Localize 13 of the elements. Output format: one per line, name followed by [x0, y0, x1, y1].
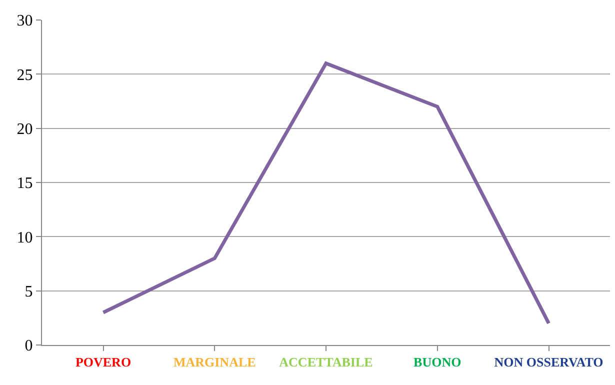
y-tick-label: 30 [16, 12, 33, 30]
y-tick-label: 0 [24, 338, 33, 355]
x-tick-label: NON OSSERVATO [494, 354, 604, 370]
y-tick-label: 15 [16, 175, 33, 192]
line-series [102, 62, 550, 326]
y-tick-label: 25 [16, 66, 33, 84]
y-tick-label: 20 [16, 120, 33, 138]
x-tick-label: BUONO [414, 354, 462, 370]
x-tick-label: MARGINALE [173, 354, 256, 370]
y-tick-label: 5 [24, 283, 33, 300]
x-tick-label: ACCETTABILE [279, 354, 373, 370]
y-tick-label: 10 [16, 229, 33, 246]
x-tick-label: POVERO [75, 354, 132, 370]
